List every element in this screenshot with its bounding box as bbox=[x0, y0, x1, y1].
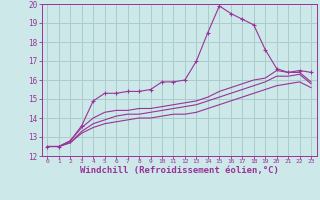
X-axis label: Windchill (Refroidissement éolien,°C): Windchill (Refroidissement éolien,°C) bbox=[80, 166, 279, 175]
